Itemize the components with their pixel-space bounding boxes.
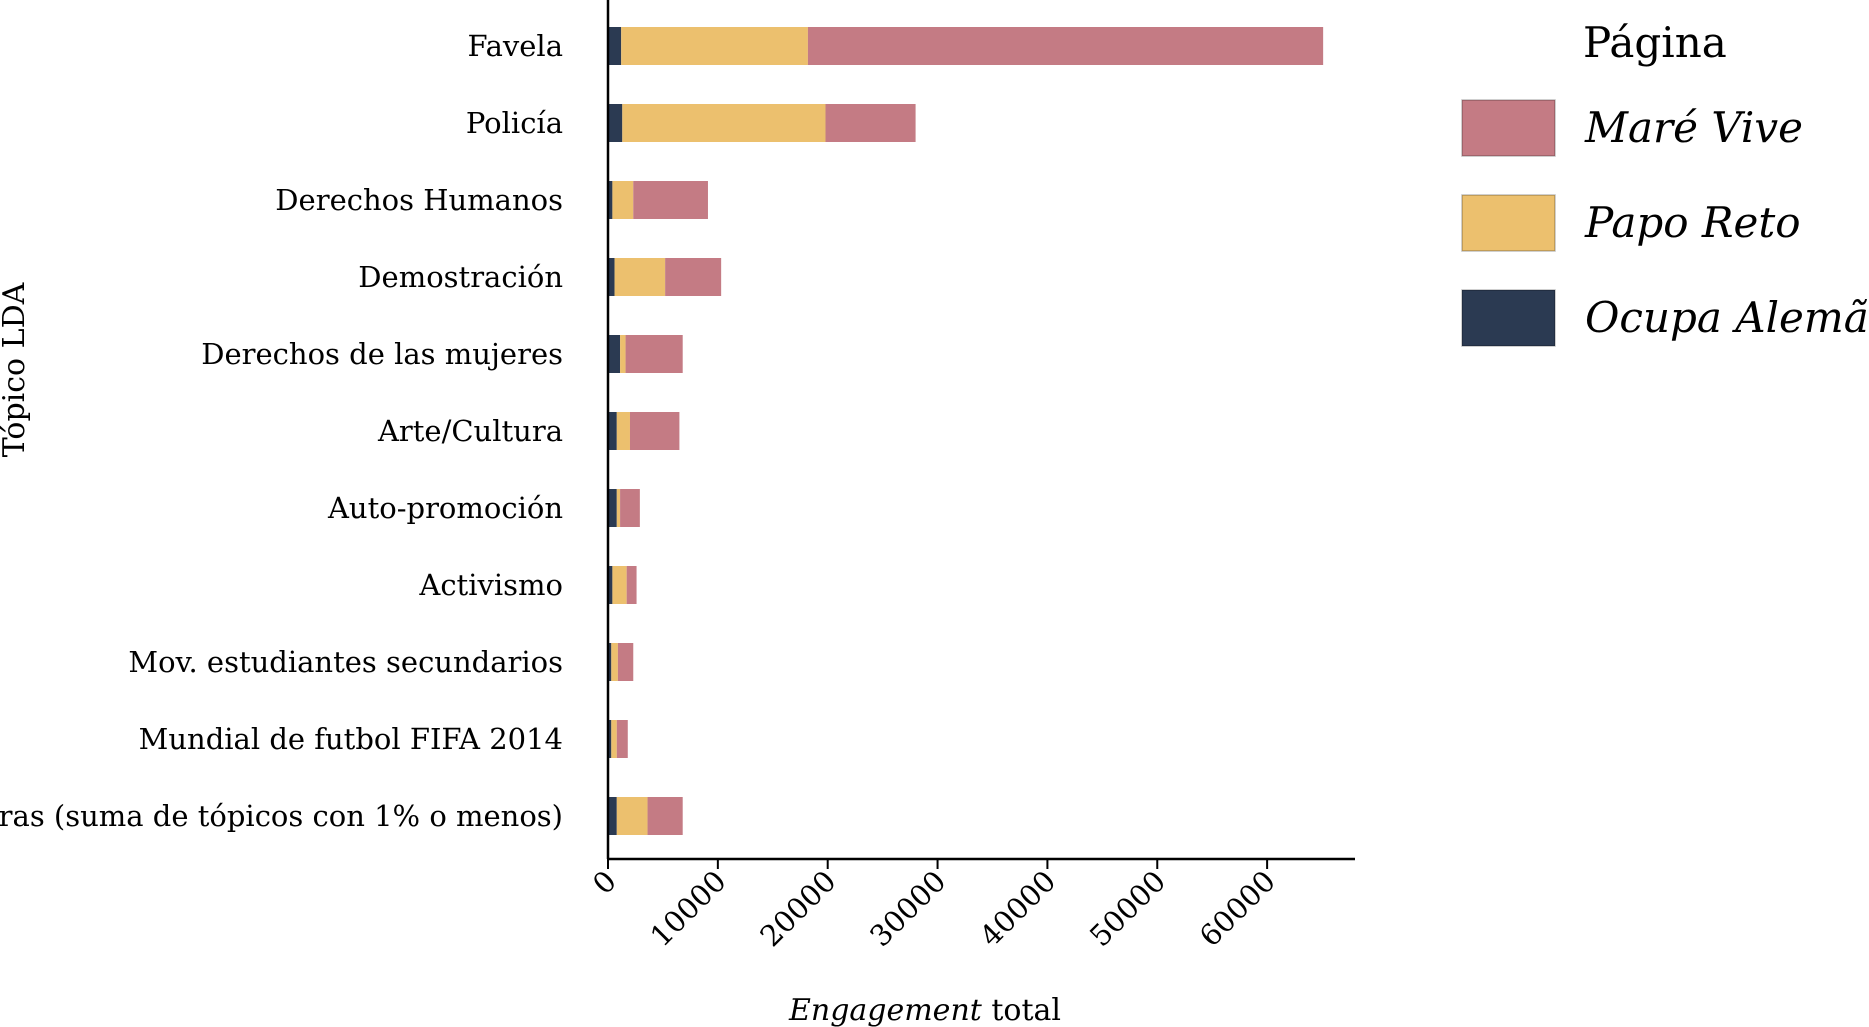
bar-papo-reto-3 — [614, 258, 666, 296]
bar-ocupa-alem-o-9 — [608, 720, 612, 758]
bar-ocupa-alem-o-6 — [608, 489, 617, 527]
x-axis-title: Engagement total — [788, 993, 1061, 1027]
category-label-6: Auto-promoción — [327, 491, 563, 525]
category-label-8: Mov. estudiantes secundarios — [128, 645, 563, 679]
category-label-9: Mundial de futbol FIFA 2014 — [139, 722, 563, 756]
bar-mar-vive-6 — [620, 489, 640, 527]
category-label-3: Demostración — [358, 260, 563, 294]
bar-ocupa-alem-o-5 — [608, 412, 617, 450]
bar-ocupa-alem-o-2 — [608, 181, 613, 219]
bar-ocupa-alem-o-8 — [608, 643, 612, 681]
bar-papo-reto-8 — [611, 643, 618, 681]
legend-label-1: Papo Reto — [1584, 198, 1801, 247]
category-label-4: Derechos de las mujeres — [201, 337, 563, 371]
bar-papo-reto-9 — [611, 720, 617, 758]
bar-mar-vive-7 — [626, 566, 637, 604]
x-tick-label-6: 60000 — [1193, 864, 1282, 953]
category-label-0: Favela — [467, 29, 563, 63]
legend-title: Página — [1583, 18, 1727, 67]
bar-ocupa-alem-o-7 — [608, 566, 613, 604]
legend-label-2: Ocupa Alemão — [1585, 293, 1869, 342]
axes-layer — [606, 0, 1355, 861]
bar-ocupa-alem-o-3 — [608, 258, 615, 296]
category-labels: Favela Policía Derechos Humanos Demostració… — [0, 29, 563, 833]
bar-papo-reto-1 — [622, 104, 826, 142]
bar-mar-vive-8 — [617, 643, 634, 681]
x-tick-label-0: 0 — [586, 864, 623, 901]
category-label-1: Policía — [466, 106, 563, 140]
legend-swatch-1 — [1461, 194, 1556, 252]
bar-ocupa-alem-o-0 — [608, 27, 622, 65]
legend-swatch-0 — [1461, 99, 1556, 157]
category-label-10: Otras (suma de tópicos con 1% o menos) — [0, 799, 563, 833]
bar-papo-reto-4 — [620, 335, 626, 373]
bar-mar-vive-3 — [665, 258, 722, 296]
bar-papo-reto-6 — [616, 489, 621, 527]
bar-mar-vive-5 — [629, 412, 680, 450]
bar-mar-vive-9 — [616, 720, 628, 758]
legend-label-0: Maré Vive — [1584, 103, 1803, 152]
bar-mar-vive-0 — [807, 27, 1324, 65]
x-tick-label-3: 30000 — [863, 864, 952, 953]
bar-mar-vive-10 — [647, 797, 683, 835]
bar-ocupa-alem-o-1 — [608, 104, 623, 142]
x-axis-title-italic: Engagement — [788, 993, 983, 1027]
x-tick-label-2: 20000 — [753, 864, 842, 953]
y-axis-title: Tópico LDA — [0, 282, 32, 457]
bar-mar-vive-1 — [825, 104, 916, 142]
bar-papo-reto-2 — [612, 181, 634, 219]
category-label-2: Derechos Humanos — [275, 183, 563, 217]
bar-papo-reto-7 — [612, 566, 627, 604]
x-tick-labels: 0 10000 20000 30000 40000 50000 60000 — [586, 859, 1282, 953]
bar-mar-vive-4 — [625, 335, 683, 373]
bar-papo-reto-10 — [616, 797, 648, 835]
legend: Página Maré Vive Papo Reto Ocupa Alemão — [1461, 18, 1869, 347]
bar-mar-vive-2 — [633, 181, 708, 219]
bar-papo-reto-0 — [621, 27, 808, 65]
category-label-7: Activismo — [418, 568, 563, 602]
bar-ocupa-alem-o-4 — [608, 335, 621, 373]
category-label-5: Arte/Cultura — [377, 414, 563, 448]
bars-layer — [608, 27, 1324, 835]
x-tick-label-4: 40000 — [973, 864, 1062, 953]
bar-papo-reto-5 — [616, 412, 630, 450]
bar-ocupa-alem-o-10 — [608, 797, 617, 835]
x-tick-label-1: 10000 — [644, 864, 733, 953]
x-axis-title-rest: total — [982, 993, 1061, 1027]
legend-swatch-2 — [1461, 289, 1556, 347]
legend-items: Maré Vive Papo Reto Ocupa Alemão — [1461, 99, 1869, 347]
x-tick-label-5: 50000 — [1083, 864, 1172, 953]
